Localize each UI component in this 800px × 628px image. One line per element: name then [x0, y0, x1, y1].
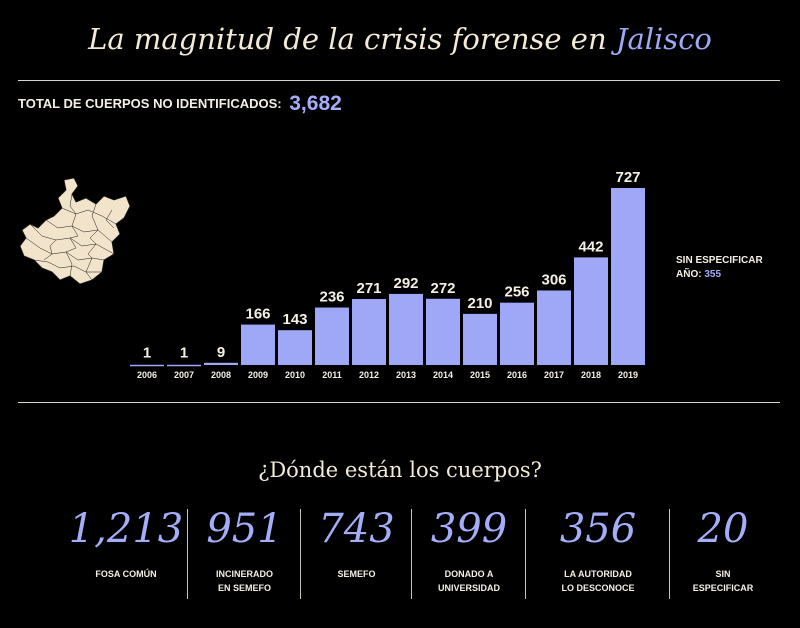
unspecified-year-label: SIN ESPECIFICAR AÑO: 355: [676, 254, 776, 282]
stat-label: SIN ESPECIFICAR: [670, 567, 776, 595]
title-prefix: La magnitud de la crisis forense en: [88, 22, 607, 56]
page-title: La magnitud de la crisis forense en Jali…: [0, 22, 800, 56]
jalisco-map-icon: [19, 177, 131, 285]
total-value: 3,682: [289, 92, 342, 115]
stat-divider: [300, 509, 301, 599]
stat-label-line: LO DESCONOCE: [561, 583, 635, 593]
unspecified-year-label-line: SIN ESPECIFICAR: [676, 255, 763, 266]
bar-2010: [278, 330, 312, 365]
stat-label: SEMEFO: [301, 567, 412, 581]
bar-2011: [315, 307, 349, 365]
x-tick-label: 2007: [174, 370, 194, 380]
stat-value: 1,213: [68, 506, 184, 552]
bar-2009: [241, 324, 275, 365]
bar-2019: [611, 188, 645, 365]
stat-label-line: LA AUTORIDAD: [564, 569, 632, 579]
unspecified-year-note: SIN ESPECIFICAR AÑO: 355: [676, 254, 776, 282]
data-label: 9: [217, 344, 225, 361]
x-tick-label: 2014: [433, 370, 453, 380]
stat-divider: [411, 509, 412, 599]
data-label: 1: [143, 345, 151, 362]
stat-divider: [525, 509, 526, 599]
bar-2013: [389, 293, 423, 365]
data-label: 272: [430, 280, 455, 297]
where-stat: 1,213 FOSA COMÚN: [64, 505, 188, 600]
x-tick-label: 2016: [507, 370, 527, 380]
title-accent: Jalisco: [615, 22, 712, 56]
data-label: 236: [319, 289, 344, 306]
bar-2012: [352, 299, 386, 365]
x-tick-label: 2015: [470, 370, 490, 380]
bar-2018: [574, 257, 608, 365]
bar-2014: [426, 298, 460, 365]
stat-label-line: FOSA COMÚN: [95, 569, 157, 579]
top-divider: [18, 80, 780, 81]
unspecified-year-label-line: AÑO: 355: [676, 269, 722, 280]
stat-label-line: INCINERADO: [215, 569, 273, 579]
stat-value: 356: [559, 506, 637, 552]
bar-2008: [204, 362, 238, 365]
bar-2016: [500, 302, 534, 365]
data-label: 1: [180, 345, 188, 362]
stat-label: LA AUTORIDAD LO DESCONOCE: [526, 567, 670, 595]
bar-2007: [167, 364, 201, 367]
where-heading: ¿Dónde están los cuerpos?: [258, 458, 542, 482]
where-stat: 20 SIN ESPECIFICAR: [670, 505, 776, 600]
where-stat: 743 SEMEFO: [301, 505, 412, 600]
stat-label-line: SIN: [715, 569, 731, 579]
where-stat: 399 DONADO A UNIVERSIDAD: [412, 505, 526, 600]
stat-label: DONADO A UNIVERSIDAD: [412, 567, 526, 595]
x-tick-label: 2008: [211, 370, 231, 380]
where-stat: 951 INCINERADO EN SEMEFO: [188, 505, 301, 600]
stat-label: INCINERADO EN SEMEFO: [188, 567, 301, 595]
data-label: 306: [541, 271, 566, 288]
total-label: TOTAL DE CUERPOS NO IDENTIFICADOS:: [18, 96, 282, 111]
x-tick-label: 2011: [322, 370, 342, 380]
x-tick-label: 2017: [544, 370, 564, 380]
x-tick-label: 2019: [618, 370, 638, 380]
data-label: 210: [467, 295, 492, 312]
data-label: 442: [578, 238, 603, 255]
stat-value: 951: [206, 506, 283, 552]
bodies-by-year-chart: 1 2006 1 2007 9 2008 166 2009 143 2010 236 2011 271 2…: [130, 169, 645, 380]
data-label: 271: [356, 280, 381, 297]
stat-divider: [187, 509, 188, 599]
middle-divider: [18, 402, 780, 403]
stat-value: 399: [430, 506, 508, 552]
data-label: 727: [615, 169, 640, 186]
stat-label-line: ESPECIFICAR: [692, 583, 754, 593]
bar-2015: [463, 313, 497, 365]
stat-label-line: UNIVERSIDAD: [437, 583, 500, 593]
x-tick-label: 2009: [248, 370, 268, 380]
stat-label-line: DONADO A: [444, 569, 494, 579]
data-label: 166: [245, 306, 270, 323]
stat-label-line: EN SEMEFO: [217, 583, 271, 593]
total-summary: TOTAL DE CUERPOS NO IDENTIFICADOS: 3,682: [18, 92, 342, 116]
where-stat: 356 LA AUTORIDAD LO DESCONOCE: [526, 505, 670, 600]
x-tick-label: 2013: [396, 370, 416, 380]
x-tick-label: 2012: [359, 370, 379, 380]
data-label: 143: [282, 311, 307, 328]
stat-value: 20: [697, 506, 749, 552]
bar-2017: [537, 290, 571, 365]
x-tick-label: 2006: [137, 370, 157, 380]
stat-divider: [669, 509, 670, 599]
data-label: 292: [393, 275, 418, 292]
unspecified-year-value: 355: [704, 269, 722, 280]
where-stats: 1,213 FOSA COMÚN 951 INCINERADO EN SEMEFO 743…: [64, 505, 776, 600]
stat-label-line: SEMEFO: [337, 569, 376, 579]
x-tick-label: 2018: [581, 370, 601, 380]
data-label: 256: [504, 284, 529, 301]
stat-value: 743: [318, 506, 395, 552]
x-tick-label: 2010: [285, 370, 305, 380]
bar-2006: [130, 364, 164, 367]
stat-label: FOSA COMÚN: [64, 567, 188, 581]
